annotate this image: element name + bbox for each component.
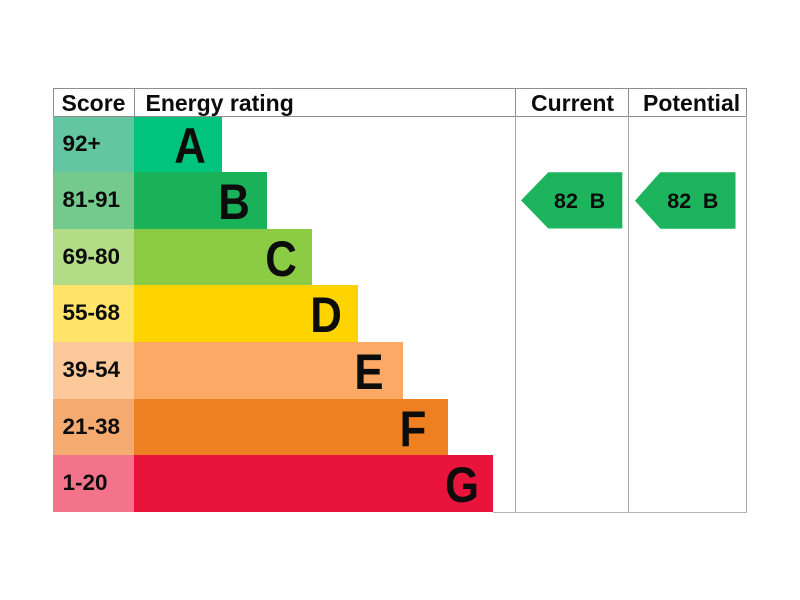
svg-text:82: 82 (667, 189, 691, 213)
svg-text:B: B (703, 189, 719, 213)
svg-text:B: B (590, 189, 606, 213)
svg-text:82: 82 (554, 189, 578, 213)
